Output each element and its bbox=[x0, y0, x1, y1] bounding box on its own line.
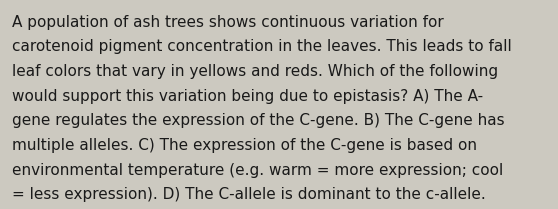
Text: gene regulates the expression of the C-gene. B) The C-gene has: gene regulates the expression of the C-g… bbox=[12, 113, 505, 128]
Text: carotenoid pigment concentration in the leaves. This leads to fall: carotenoid pigment concentration in the … bbox=[12, 39, 512, 54]
Text: A population of ash trees shows continuous variation for: A population of ash trees shows continuo… bbox=[12, 15, 444, 30]
Text: would support this variation being due to epistasis? A) The A-: would support this variation being due t… bbox=[12, 89, 483, 104]
Text: multiple alleles. C) The expression of the C-gene is based on: multiple alleles. C) The expression of t… bbox=[12, 138, 477, 153]
Text: = less expression). D) The C-allele is dominant to the c-allele.: = less expression). D) The C-allele is d… bbox=[12, 187, 486, 202]
Text: environmental temperature (e.g. warm = more expression; cool: environmental temperature (e.g. warm = m… bbox=[12, 163, 503, 178]
Text: leaf colors that vary in yellows and reds. Which of the following: leaf colors that vary in yellows and red… bbox=[12, 64, 498, 79]
